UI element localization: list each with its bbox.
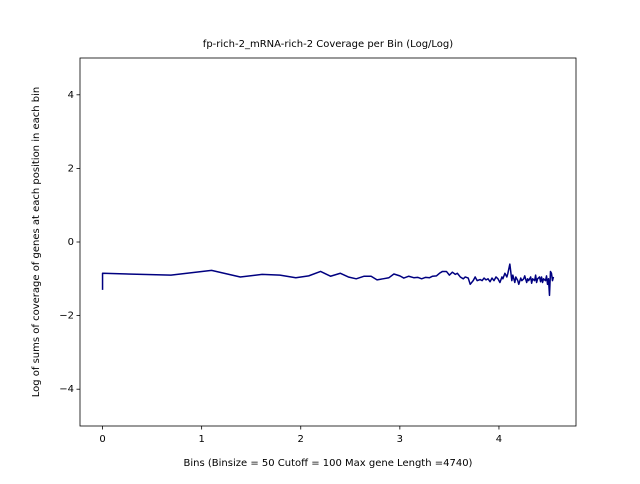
x-tick-label: 4	[496, 434, 502, 445]
y-tick-label: 4	[68, 90, 74, 101]
x-tick-label: 1	[198, 434, 204, 445]
plot-frame	[79, 57, 577, 427]
x-tick-label: 0	[99, 434, 105, 445]
y-tick-label: −4	[59, 384, 74, 395]
x-tick-label: 2	[298, 434, 304, 445]
y-tick-label: −2	[59, 311, 74, 322]
data-line	[101, 263, 555, 297]
chart-title: fp-rich-2_mRNA-rich-2 Coverage per Bin (…	[203, 39, 453, 50]
y-axis-label: Log of sums of coverage of genes at each…	[31, 87, 42, 398]
x-axis-label: Bins (Binsize = 50 Cutoff = 100 Max gene…	[184, 458, 473, 469]
y-tick-label: 2	[68, 163, 74, 174]
x-tick-label: 3	[397, 434, 403, 445]
y-tick-label: 0	[68, 237, 74, 248]
